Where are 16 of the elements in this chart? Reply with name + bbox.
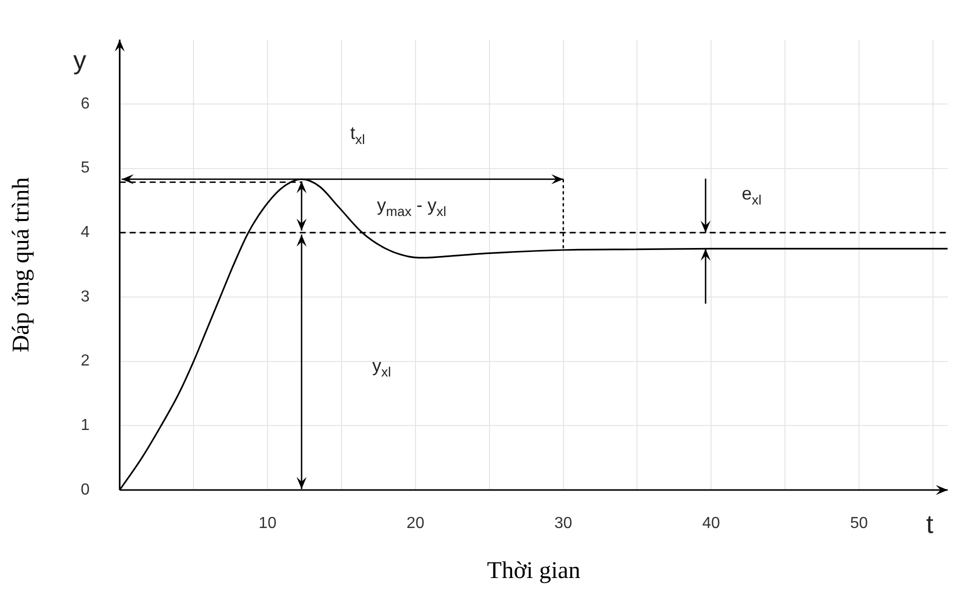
text: t [926, 509, 934, 540]
x-tick-label: 10 [258, 515, 277, 532]
y-tick-label: 0 [80, 481, 90, 498]
y-tick-label: 1 [80, 417, 90, 434]
y-tick-label: 2 [80, 352, 90, 370]
x-tick-label: 40 [702, 515, 720, 532]
y-axis-title: Đáp ứng quá trình [8, 177, 35, 352]
x-axis-title: Thời gian [487, 558, 580, 584]
x-tick-label: 30 [554, 515, 572, 532]
y-tick-label: 4 [80, 224, 90, 242]
x-tick-label: 50 [850, 515, 868, 532]
y-tick-label: 3 [80, 288, 90, 306]
y-tick-label: 5 [80, 160, 90, 177]
text: y [73, 44, 86, 75]
y-tick-label: 6 [80, 95, 90, 112]
x-tick-label: 20 [406, 515, 424, 532]
